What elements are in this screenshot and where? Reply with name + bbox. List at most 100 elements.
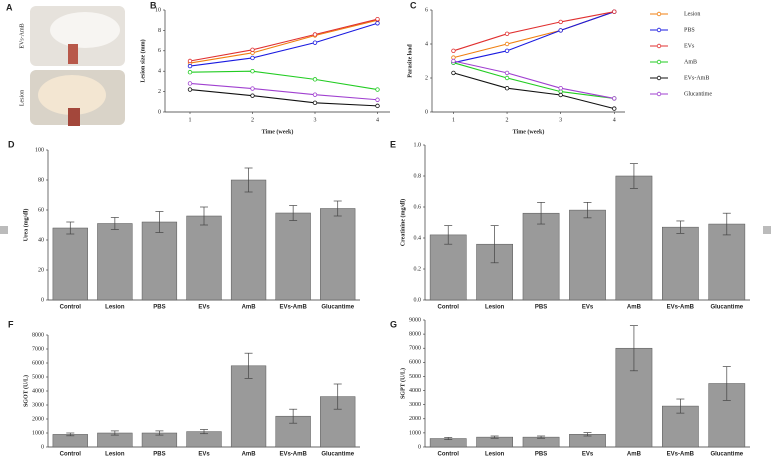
legend-marker [656, 43, 662, 49]
y-tick-label: 0 [158, 109, 161, 115]
x-tick-label: Control [438, 305, 460, 311]
y-tick-label: 6 [158, 48, 161, 54]
x-tick-label: EVs-AmB [667, 452, 695, 458]
point [504, 41, 510, 47]
y-tick-label: 0 [425, 109, 428, 115]
point [250, 93, 255, 98]
x-tick-label: EVs [582, 305, 594, 311]
point [504, 31, 510, 36]
y-tick-label: 8000 [32, 332, 44, 338]
line [453, 62, 615, 99]
x-tick-label: PBS [153, 305, 165, 311]
point [451, 70, 456, 76]
x-tick-label: Lesion [485, 305, 505, 311]
y-tick-label: 20 [38, 267, 44, 273]
bar [320, 208, 356, 301]
x-tick-label: PBS [153, 452, 165, 458]
line [453, 11, 615, 64]
line [453, 60, 615, 99]
bar [186, 215, 222, 301]
y-tick-label: 1.0 [414, 142, 422, 148]
x-axis-label: Time (week) [513, 128, 545, 135]
y-tick-label: 1000 [409, 430, 421, 436]
y-tick-label: 60 [38, 207, 44, 213]
x-tick-label: Control [438, 452, 460, 458]
point [187, 70, 193, 75]
y-tick-label: 3000 [32, 402, 44, 408]
legend-label: Glucantime [684, 91, 712, 97]
y-tick-label: 2000 [409, 416, 421, 422]
bar [476, 436, 513, 448]
legend-label: EVs-AmB [684, 75, 709, 81]
edge-marker [0, 226, 8, 234]
point [451, 48, 456, 53]
y-tick-label: 2 [425, 75, 428, 81]
x-tick-label: 3 [559, 117, 562, 123]
y-tick-label: 40 [38, 237, 44, 243]
legend-label: PBS [684, 27, 695, 33]
x-tick-label: Glucantime [321, 452, 354, 458]
x-tick-label: 2 [506, 117, 509, 123]
point [312, 100, 318, 106]
y-tick-label: 6000 [409, 360, 421, 366]
edge-marker [763, 226, 771, 234]
point [504, 85, 510, 91]
legend-marker [656, 59, 662, 65]
y-axis-label: Parasite load [407, 44, 413, 78]
point [312, 32, 318, 37]
bar [230, 365, 267, 448]
point [312, 92, 318, 97]
line [189, 89, 378, 107]
x-tick-label: EVs [582, 452, 594, 458]
line [189, 82, 378, 101]
photo-lesion [68, 108, 80, 126]
y-tick-label: 9000 [409, 317, 421, 323]
y-tick-label: 4000 [32, 388, 44, 394]
x-tick-label: PBS [535, 305, 547, 311]
point [250, 55, 255, 61]
y-axis-label: SGOT (U/L) [22, 375, 29, 407]
point [558, 92, 563, 98]
point [375, 103, 380, 109]
x-tick-label: 1 [452, 117, 455, 123]
legend-marker [656, 27, 662, 33]
y-tick-label: 4 [158, 69, 161, 75]
point [250, 86, 255, 91]
photo-mouse [38, 75, 106, 115]
y-tick-label: 4000 [409, 388, 421, 394]
panel-label: A [6, 2, 13, 12]
x-tick-label: Control [60, 305, 82, 311]
y-tick-label: 4 [425, 41, 428, 47]
panel-label: D [8, 139, 15, 149]
y-tick-label: 0.8 [414, 173, 422, 179]
line [453, 11, 615, 59]
y-tick-label: 1000 [32, 430, 44, 436]
bar [275, 212, 311, 301]
y-tick-label: 10 [155, 7, 161, 13]
y-axis-label: SGPT (U/L) [399, 368, 406, 399]
x-tick-label: 4 [376, 117, 379, 123]
y-tick-label: 0.2 [414, 266, 422, 272]
line [453, 11, 615, 52]
point [375, 21, 380, 26]
x-tick-label: Lesion [105, 305, 125, 311]
x-tick-label: EVs [198, 452, 210, 458]
point [558, 85, 563, 91]
legend-label: Lesion [684, 11, 700, 17]
line [189, 18, 378, 62]
x-axis-label: Time (week) [262, 128, 294, 135]
legend-label: EVs [684, 43, 695, 49]
point [250, 47, 255, 52]
x-tick-label: Control [60, 452, 82, 458]
point [451, 58, 456, 64]
x-tick-label: EVs [198, 305, 210, 311]
y-axis-label: Lesion size (mm) [139, 39, 146, 82]
y-tick-label: 0.4 [414, 235, 422, 241]
panel-label: B [150, 0, 157, 10]
y-tick-label: 6000 [32, 360, 44, 366]
bar [52, 227, 88, 301]
x-tick-label: AmB [242, 452, 257, 458]
point [187, 58, 193, 64]
y-tick-label: 5000 [409, 374, 421, 380]
